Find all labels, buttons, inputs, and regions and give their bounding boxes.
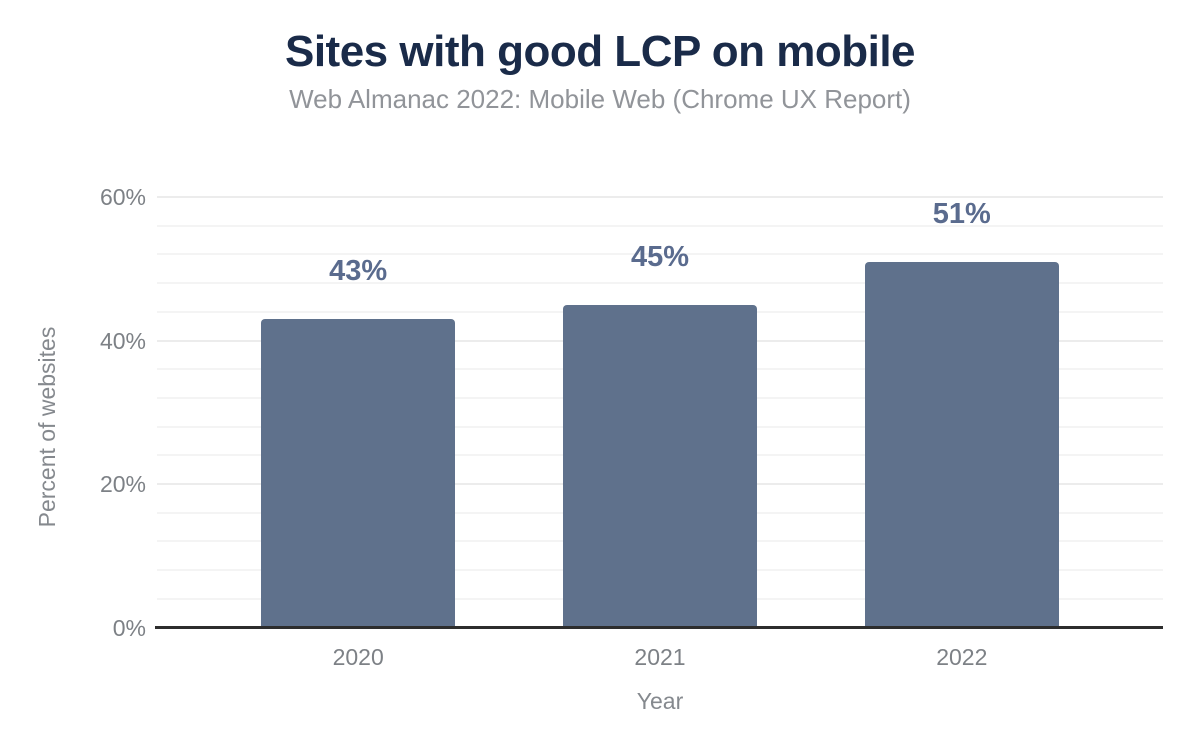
bar-value-label: 45%: [630, 240, 690, 273]
bar-2021[interactable]: [563, 304, 757, 628]
gridline-minor: [157, 282, 1163, 285]
bar-2022[interactable]: [864, 261, 1059, 628]
gridline-minor: [157, 224, 1163, 227]
x-axis-title: Year: [636, 688, 684, 714]
bar-2020[interactable]: [261, 318, 456, 628]
y-tick-label: 0%: [112, 614, 146, 641]
chart-subtitle: Web Almanac 2022: Mobile Web (Chrome UX …: [289, 84, 911, 114]
bar-value-label: 43%: [329, 254, 388, 287]
chart-title: Sites with good LCP on mobile: [284, 27, 916, 76]
y-tick-label: 40%: [99, 327, 146, 354]
bar-value-label: 51%: [932, 197, 991, 230]
gridline-major: [157, 196, 1163, 198]
y-tick-label: 60%: [99, 184, 146, 210]
gridline-minor: [157, 253, 1163, 256]
y-tick-label: 20%: [99, 471, 146, 497]
x-tick-label: 2022: [936, 644, 988, 670]
x-tick-label: 2020: [332, 644, 384, 670]
x-axis-baseline: [155, 626, 1163, 629]
x-tick-label: 2021: [634, 644, 686, 670]
